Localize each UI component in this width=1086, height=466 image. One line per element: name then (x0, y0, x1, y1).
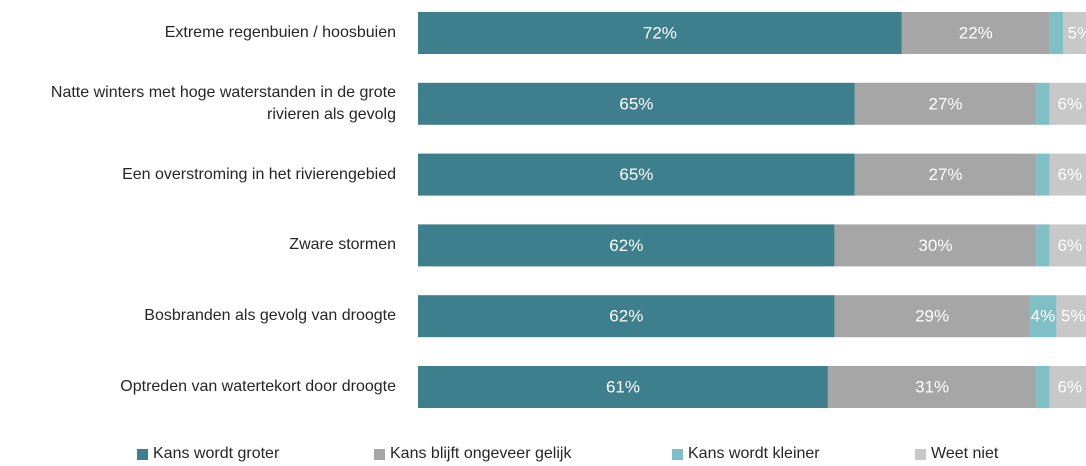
legend-label: Weet niet (931, 445, 999, 462)
data-label: 30% (918, 236, 952, 255)
legend-item: Kans wordt kleiner (672, 445, 820, 463)
data-label: 62% (609, 307, 643, 326)
bar-segment (1029, 295, 1057, 338)
bar-segment (418, 12, 902, 54)
bar-segment (1036, 224, 1050, 267)
data-label: 61% (606, 377, 640, 396)
data-label: 27% (929, 165, 963, 184)
data-label: 5% (1068, 23, 1086, 42)
data-label: 27% (929, 94, 963, 113)
category-label: Zware stormen (289, 236, 396, 254)
data-label: 29% (915, 307, 949, 326)
data-label: 22% (959, 23, 993, 42)
legend-label: Kans wordt groter (153, 445, 280, 462)
legend-swatch (374, 448, 385, 460)
bar-segment (418, 224, 835, 267)
data-label: 6% (1058, 94, 1083, 113)
bar-segment (1036, 82, 1050, 125)
legend-item: Weet niet (915, 445, 998, 463)
category-label: Een overstroming in het rivierengebied (122, 165, 396, 183)
bar-segment (418, 366, 828, 408)
bar-segment (1056, 295, 1086, 338)
bar-segment (418, 153, 855, 196)
data-label: 6% (1058, 236, 1083, 255)
category-label: Bosbranden als gevolg van droogte (144, 307, 396, 325)
legend-label: Kans blijft ongeveer gelijk (390, 445, 572, 462)
bars: 72% 22% 5% 65% 27% 6% 65% 27% 6% 62% 30% 6% 62% 29% 4%… (418, 12, 1086, 408)
bar-segment (1049, 12, 1064, 54)
bar-segment (418, 82, 855, 125)
data-label: 65% (619, 94, 653, 113)
bar-segment (834, 224, 1037, 267)
legend-item: Kans wordt groter (137, 445, 279, 463)
data-label: 4% (1031, 307, 1056, 326)
data-label: 31% (915, 377, 949, 396)
bar-segment (901, 12, 1050, 54)
bar-segment (1049, 153, 1086, 196)
legend-swatch (137, 448, 148, 460)
bar-segment (827, 366, 1037, 408)
bar-segment (1036, 153, 1050, 196)
bar-segment (418, 295, 835, 338)
bar-segment (1049, 82, 1086, 125)
bar-segment (1049, 224, 1086, 267)
bar-segment (854, 82, 1037, 125)
data-label: 72% (643, 23, 677, 42)
legend-swatch (915, 448, 926, 460)
data-label: 6% (1058, 165, 1083, 184)
legend-label: Kans wordt kleiner (688, 445, 820, 462)
data-label: 5% (1061, 307, 1086, 326)
bar-segment (1036, 366, 1050, 408)
legend-swatch (672, 448, 683, 460)
legend-item: Kans blijft ongeveer gelijk (374, 445, 571, 463)
data-label: 62% (609, 236, 643, 255)
bar-segment (834, 295, 1030, 338)
bar-segment (1063, 12, 1086, 54)
data-label: 6% (1058, 377, 1083, 396)
data-label: 65% (619, 165, 653, 184)
bar-segment (854, 153, 1037, 196)
category-label: Extreme regenbuien / hoosbuien (164, 24, 396, 41)
category-label: Natte winters met hoge waterstanden in d… (50, 83, 396, 123)
bar-segment (1049, 366, 1086, 408)
category-label: Optreden van watertekort door droogte (120, 378, 396, 395)
